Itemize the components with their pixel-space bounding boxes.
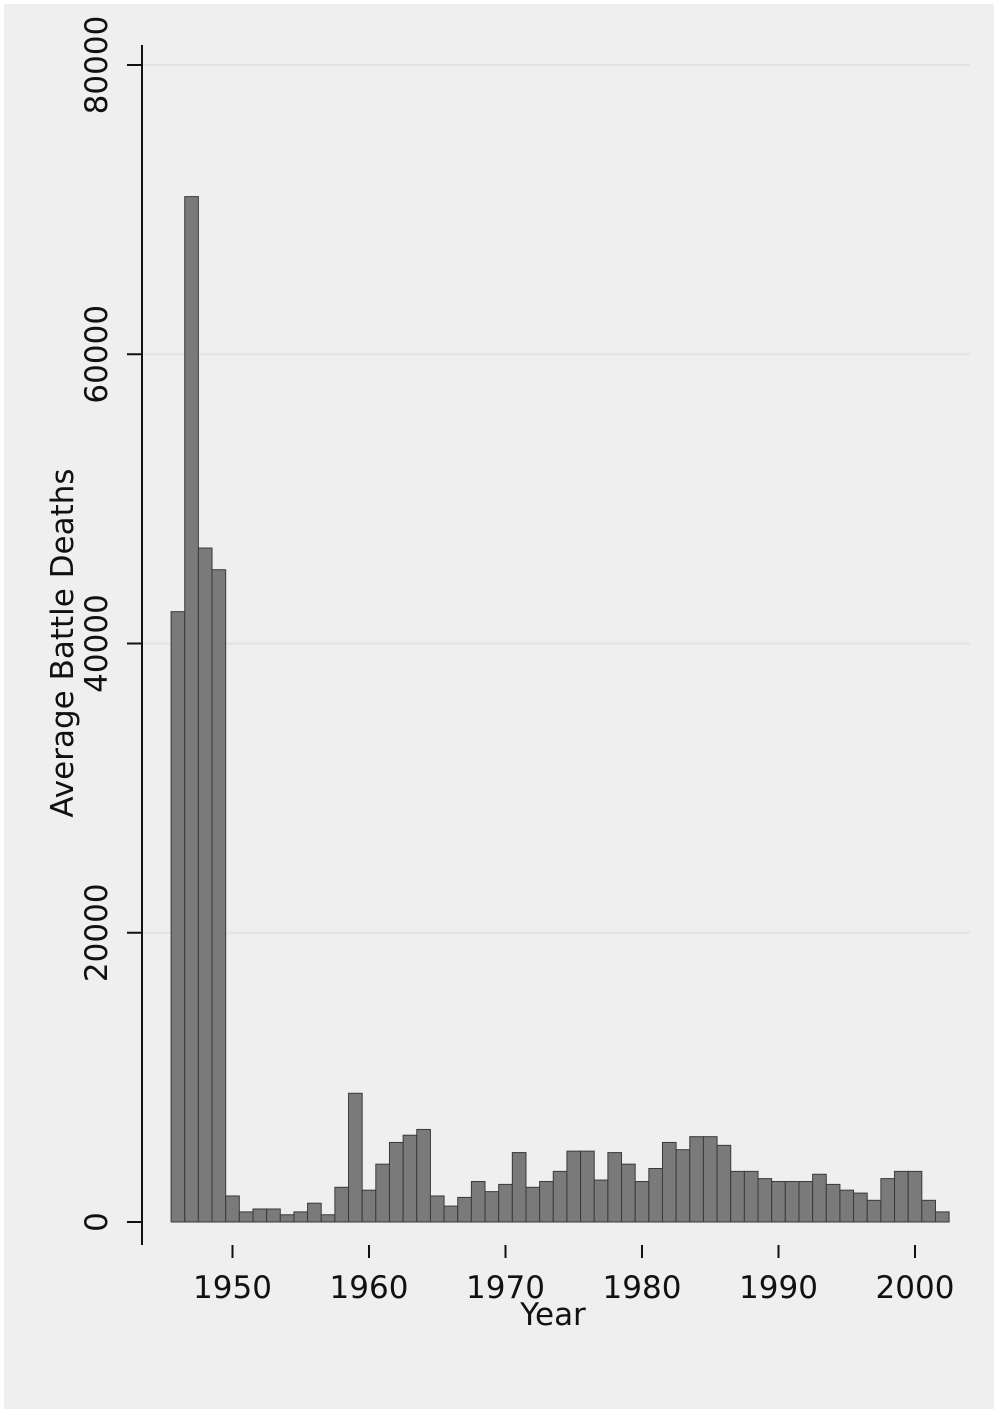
bar-1946 (170, 611, 186, 1223)
bar-1981 (648, 1167, 663, 1223)
x-tick-label: 2000 (876, 1270, 955, 1306)
x-tick-label: 1960 (330, 1270, 409, 1306)
bar-1971 (511, 1152, 527, 1223)
bar-1969 (484, 1191, 500, 1223)
bar-1970 (498, 1183, 513, 1223)
x-tick-label: 1980 (603, 1270, 682, 1306)
bar-1997 (866, 1199, 882, 1223)
bar-1983 (675, 1149, 691, 1223)
bar-1977 (593, 1179, 609, 1223)
bar-1979 (621, 1163, 636, 1223)
bar-1982 (661, 1141, 677, 1223)
bar-1951 (238, 1211, 254, 1223)
bar-1975 (566, 1150, 582, 1223)
y-axis-label: Average Battle Deaths (45, 468, 81, 817)
bar-1976 (580, 1150, 595, 1223)
bar-1992 (798, 1181, 814, 1223)
bar-1985 (702, 1136, 718, 1223)
bar-1965 (429, 1195, 445, 1223)
y-tick-label: 20000 (79, 883, 115, 982)
bar-1961 (375, 1163, 390, 1223)
y-tick-label: 0 (79, 1212, 115, 1232)
bar-1960 (361, 1189, 377, 1223)
bars (170, 196, 950, 1223)
bar-2001 (921, 1199, 936, 1223)
bar-1957 (320, 1214, 336, 1223)
bar-1956 (307, 1202, 322, 1223)
bar-1998 (880, 1178, 896, 1223)
y-tick-label: 80000 (79, 16, 115, 115)
bar-1978 (607, 1152, 623, 1223)
bar-1973 (539, 1181, 554, 1223)
bar-1994 (825, 1183, 841, 1223)
x-tick-label: 1990 (739, 1270, 818, 1306)
bar-2000 (907, 1170, 923, 1223)
x-axis-label: Year (519, 1297, 586, 1333)
y-tick-label: 60000 (79, 305, 115, 404)
bar-1993 (812, 1173, 827, 1223)
bar-1984 (689, 1136, 704, 1223)
bar-1995 (839, 1189, 855, 1223)
bar-1987 (730, 1170, 745, 1223)
chart-frame (4, 4, 994, 1409)
bar-1968 (470, 1181, 486, 1223)
bar-1948 (197, 547, 213, 1223)
gridlines (142, 64, 970, 934)
bar-1962 (388, 1141, 404, 1223)
bar-1952 (252, 1208, 268, 1223)
bar-1972 (525, 1186, 541, 1223)
bar-1999 (894, 1170, 909, 1223)
bar-1967 (457, 1196, 472, 1223)
bar-2002 (934, 1211, 950, 1223)
bar-1955 (293, 1211, 309, 1223)
bar-1963 (402, 1134, 418, 1223)
bar-1986 (716, 1144, 732, 1223)
x-tick-label: 1950 (193, 1270, 272, 1306)
x-tick-label: 1970 (466, 1270, 545, 1306)
bar-1991 (784, 1181, 800, 1223)
bar-1980 (634, 1181, 650, 1223)
bar-1988 (743, 1170, 759, 1223)
bar-1953 (266, 1208, 281, 1223)
y-tick-label: 40000 (79, 594, 115, 693)
bar-1974 (552, 1170, 568, 1223)
bar-1954 (279, 1214, 295, 1223)
bar-1966 (443, 1205, 459, 1223)
bar-1949 (211, 569, 227, 1223)
bar-1964 (416, 1128, 431, 1223)
x-ticks: 1950 1960 1970 1980 1990 2000 (193, 1245, 954, 1306)
bar-1950 (225, 1195, 240, 1223)
bar-1947 (184, 196, 199, 1223)
bar-1958 (334, 1186, 350, 1223)
bar-1959 (348, 1092, 363, 1223)
bar-1996 (853, 1192, 868, 1223)
bar-1990 (771, 1181, 786, 1223)
bar-1989 (757, 1178, 773, 1223)
y-ticks: 0 20000 40000 60000 80000 (79, 16, 142, 1232)
